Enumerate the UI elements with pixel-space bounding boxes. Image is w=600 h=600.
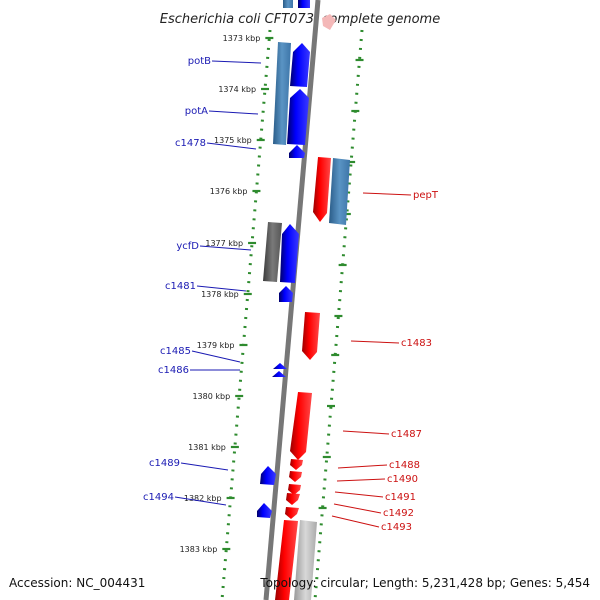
gene-ycfD-arrow [280,224,299,283]
cog-bar-pepT [329,158,350,225]
cog-bars [263,42,350,600]
leader-line [342,430,390,435]
tick-label: 1383 kbp [180,545,218,554]
map-title: Escherichia coli CFT073, complete genome [160,12,440,27]
leader-line [196,285,247,292]
leader-line [180,462,229,471]
tick-label: 1377 kbp [205,239,243,248]
gene-label-c1478: c1478 [175,138,206,149]
gene-c1491-arrow [288,484,301,495]
gene-potB-arrow [290,43,310,87]
gene-c1478-arrow [289,145,305,158]
genome-summary-text: Topology: circular; Length: 5,231,428 bp… [260,576,590,590]
gene-c1493-arrow [285,507,299,519]
leader-line [334,491,384,498]
gene-label-potB: potB [188,56,211,67]
gene-c1493b-arrow [275,520,298,600]
tick-label: 1380 kbp [192,392,230,401]
top-partial-features [283,0,336,30]
gene-potA-arrow [287,89,309,145]
gene-c1490-arrow [289,471,302,482]
gene-label-potA: potA [185,106,208,117]
leader-line [350,340,400,344]
leader-line [333,503,382,514]
leader-line [174,496,227,506]
leader-line [336,478,386,482]
accession-text: Accession: NC_004431 [9,576,146,590]
gene-label-c1483: c1483 [401,338,432,349]
tick-label: 1379 kbp [197,341,235,350]
reverse-strand-genes [275,157,331,600]
tick-label: 1382 kbp [184,494,222,503]
gene-c1489-arrow [260,466,276,485]
leader-line [331,515,380,528]
leader-line [199,245,252,251]
forward-strand-genes [257,43,310,518]
gene-label-c1490: c1490 [387,474,418,485]
tick-label: 1376 kbp [210,187,248,196]
right-gene-labels: pepT c1483 c1487 c1488 c1490 c1491 c1492 c1493 [331,190,439,533]
tick-label: 1374 kbp [218,85,256,94]
kbp-ticks: 1373 kbp 1374 kbp 1375 kbp 1376 kbp 1377 kbp… [180,34,364,554]
leader-line [211,60,262,64]
gene-label-ycfD: ycfD [176,241,199,252]
gene-c1492-arrow [286,493,300,505]
tick-label: 1373 kbp [223,34,261,43]
leader-line [191,350,241,363]
gene-label-c1492: c1492 [383,508,414,519]
gene-label-c1494: c1494 [143,492,174,503]
gene-label-c1488: c1488 [389,460,420,471]
leader-line [206,142,257,150]
gene-label-c1485: c1485 [160,346,191,357]
gene-label-c1481: c1481 [165,281,196,292]
gene-label-c1486: c1486 [158,365,189,376]
tick-label: 1375 kbp [214,136,252,145]
tick-label: 1381 kbp [188,443,226,452]
leader-line [337,464,388,469]
gene-label-c1491: c1491 [385,492,416,503]
cog-bar-ycfD [263,222,282,282]
gene-c1481-arrow [279,286,293,302]
tick-label: 1378 kbp [201,290,239,299]
leader-line [208,110,259,115]
gene-label-c1489: c1489 [149,458,180,469]
gene-c1487-arrow [290,392,312,460]
gene-pepT-arrow [313,157,331,222]
leader-line [362,192,412,196]
gene-c1488-arrow [290,459,303,470]
gene-label-pepT: pepT [413,190,439,201]
gene-c1485-arrow [273,363,287,369]
cog-bar-potB [273,42,291,145]
gene-c1483-arrow [302,312,320,360]
cog-bar-c1493 [294,520,317,600]
left-gene-labels: potB potA c1478 ycfD c1481 c1485 c1486 c1489 c14… [143,56,262,506]
gene-c1486-arrow [272,371,286,377]
gene-c1494-arrow [257,503,272,518]
gene-label-c1487: c1487 [391,429,422,440]
gene-label-c1493: c1493 [381,522,412,533]
